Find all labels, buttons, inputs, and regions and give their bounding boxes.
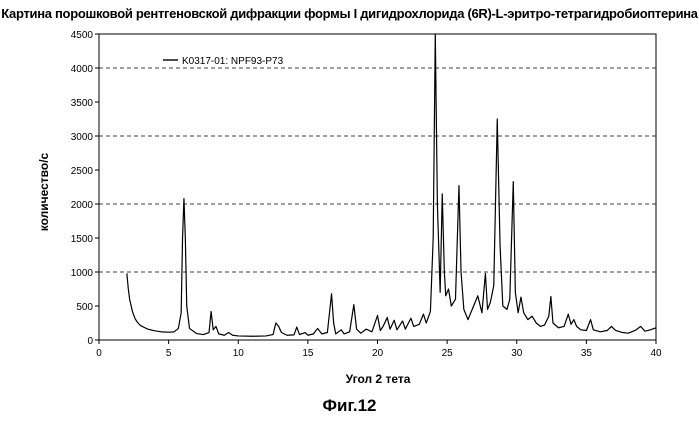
y-axis-label: количество/с (37, 152, 51, 231)
y-tick-label: 4500 (71, 30, 94, 41)
y-tick-label: 4000 (71, 64, 94, 75)
figure-caption: Фиг.12 (0, 396, 699, 416)
legend-label: K0317-01: NPF93-P73 (182, 56, 284, 67)
x-axis: 0 5 10 15 20 25 30 35 40 (96, 340, 662, 359)
series-layer (127, 34, 656, 336)
x-axis-label: Угол 2 тета (346, 372, 411, 386)
x-tick-label: 35 (581, 348, 593, 359)
x-tick-label: 5 (166, 348, 172, 359)
y-axis: 0 500 1000 1500 2000 2500 3000 3500 4000 4500 (71, 30, 99, 347)
x-tick-label: 40 (650, 348, 662, 359)
x-tick-label: 10 (233, 348, 245, 359)
x-tick-label: 0 (96, 348, 102, 359)
y-tick-label: 3500 (71, 98, 94, 109)
legend: K0317-01: NPF93-P73 (163, 56, 284, 67)
y-tick-label: 0 (87, 336, 93, 347)
y-tick-label: 2500 (71, 166, 94, 177)
y-tick-label: 1500 (71, 234, 94, 245)
y-tick-label: 2000 (71, 200, 94, 211)
series-line-0 (127, 34, 656, 336)
plot-border (99, 34, 656, 340)
x-tick-label: 15 (302, 348, 314, 359)
plot-frame (99, 34, 656, 340)
x-tick-label: 30 (511, 348, 523, 359)
y-tick-label: 3000 (71, 132, 94, 143)
x-tick-label: 20 (372, 348, 384, 359)
y-tick-label: 1000 (71, 268, 94, 279)
x-tick-label: 25 (442, 348, 454, 359)
y-tick-label: 500 (76, 302, 93, 313)
